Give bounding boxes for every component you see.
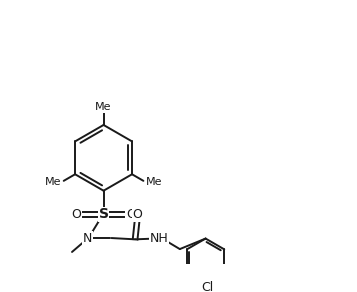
Text: NH: NH xyxy=(150,232,168,245)
Text: N: N xyxy=(83,232,92,244)
Text: Me: Me xyxy=(146,177,162,187)
Text: O: O xyxy=(126,208,136,221)
Text: Me: Me xyxy=(45,177,61,187)
Text: Me: Me xyxy=(95,102,112,112)
Text: Cl: Cl xyxy=(201,281,213,292)
Text: S: S xyxy=(99,207,109,221)
Text: O: O xyxy=(132,208,142,221)
Text: O: O xyxy=(71,208,81,221)
